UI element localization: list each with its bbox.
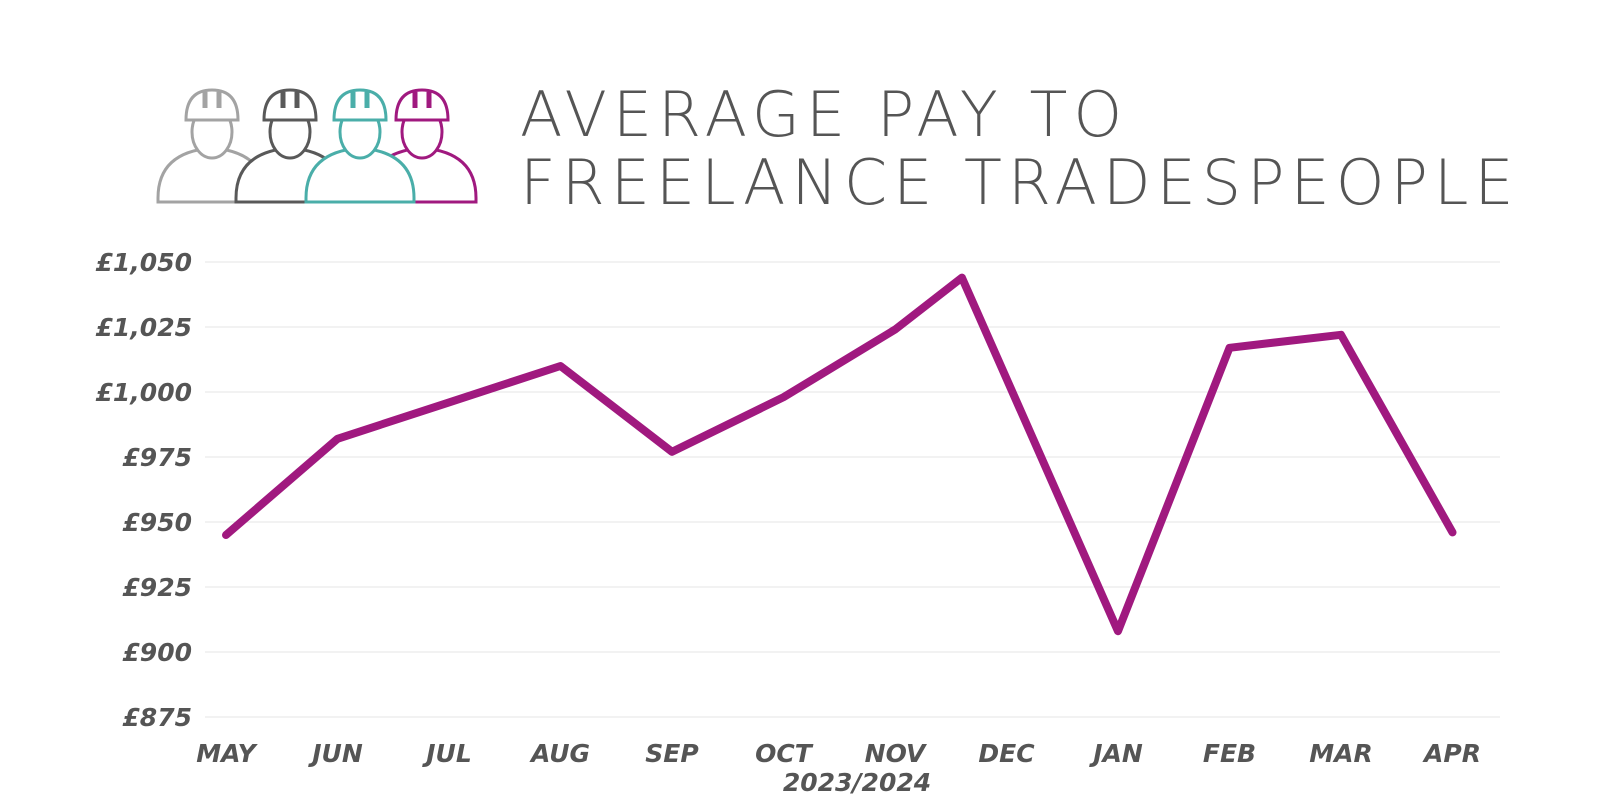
y-tick-label: £950 bbox=[122, 508, 192, 537]
x-axis-title: 2023/2024 bbox=[783, 768, 931, 797]
y-tick-label: £900 bbox=[122, 638, 192, 667]
y-tick-label: £1,050 bbox=[96, 248, 192, 277]
y-tick-label: £1,025 bbox=[96, 313, 192, 342]
y-tick-label: £975 bbox=[122, 443, 192, 472]
x-tick-label: FEB bbox=[1203, 739, 1256, 768]
x-tick-label: SEP bbox=[645, 739, 698, 768]
gridlines bbox=[205, 261, 1500, 718]
x-axis-ticks: MAY JUN JUL AUG SEP OCT NOV DEC JAN FEB MAR APR bbox=[196, 739, 1481, 768]
chart-title-line-2: FREELANCE TRADESPEOPLE bbox=[520, 146, 1520, 219]
y-tick-label: £875 bbox=[122, 703, 192, 732]
x-tick-label: JAN bbox=[1088, 739, 1143, 768]
x-tick-label: AUG bbox=[529, 739, 590, 768]
x-tick-label: OCT bbox=[755, 739, 814, 768]
chart-title-line-1: AVERAGE PAY TO bbox=[520, 78, 1129, 151]
x-tick-label: MAY bbox=[196, 739, 258, 768]
x-tick-label: MAR bbox=[1309, 739, 1372, 768]
tradesperson-icon bbox=[156, 88, 268, 204]
y-tick-label: £925 bbox=[122, 573, 192, 602]
tradesperson-icon bbox=[304, 88, 416, 204]
x-tick-label: APR bbox=[1422, 739, 1481, 768]
x-tick-label: JUN bbox=[307, 739, 363, 768]
x-tick-label: NOV bbox=[865, 739, 927, 768]
y-tick-label: £1,000 bbox=[96, 378, 192, 407]
tradespeople-group-icon bbox=[156, 88, 478, 204]
x-tick-label: DEC bbox=[978, 739, 1035, 768]
y-axis-ticks: £875 £900 £925 £950 £975 £1,000 £1,025 £1,050 bbox=[96, 248, 192, 732]
x-tick-label: JUL bbox=[421, 739, 472, 768]
pay-series-line bbox=[222, 273, 1457, 636]
